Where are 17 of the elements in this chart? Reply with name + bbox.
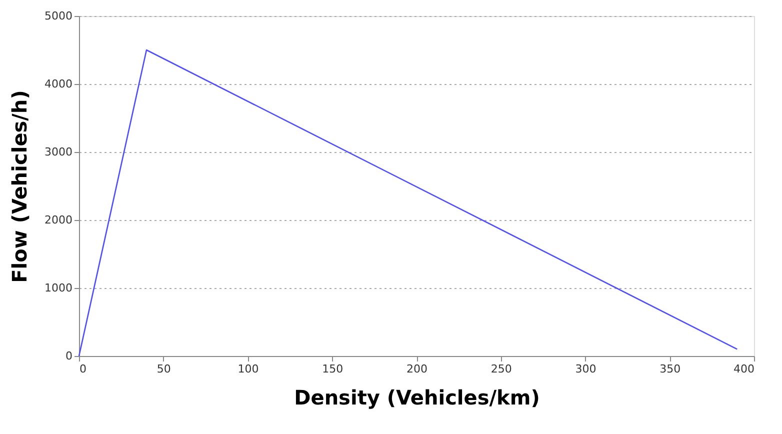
x-tick-label: 200 bbox=[406, 362, 428, 376]
x-tick-label: 50 bbox=[156, 362, 171, 376]
y-axis-title: Flow (Vehicles/h) bbox=[8, 90, 32, 283]
x-tick-label: 250 bbox=[490, 362, 512, 376]
x-tick-label: 100 bbox=[238, 362, 259, 376]
y-tick-label: 5000 bbox=[44, 10, 72, 22]
y-tick-label: 3000 bbox=[44, 146, 72, 158]
x-tick-label: 0 bbox=[80, 362, 86, 376]
x-axis-title: Density (Vehicles/km) bbox=[294, 386, 540, 410]
y-tick-label: 2000 bbox=[44, 214, 72, 226]
x-tick-label: 150 bbox=[322, 362, 344, 376]
y-tick-label: 0 bbox=[66, 350, 72, 362]
x-tick-label: 300 bbox=[575, 362, 596, 376]
x-tick-label: 400 bbox=[734, 362, 754, 376]
y-tick-label: 1000 bbox=[44, 282, 72, 294]
x-tick-label: 350 bbox=[660, 362, 681, 376]
y-tick-label: 4000 bbox=[44, 78, 72, 90]
